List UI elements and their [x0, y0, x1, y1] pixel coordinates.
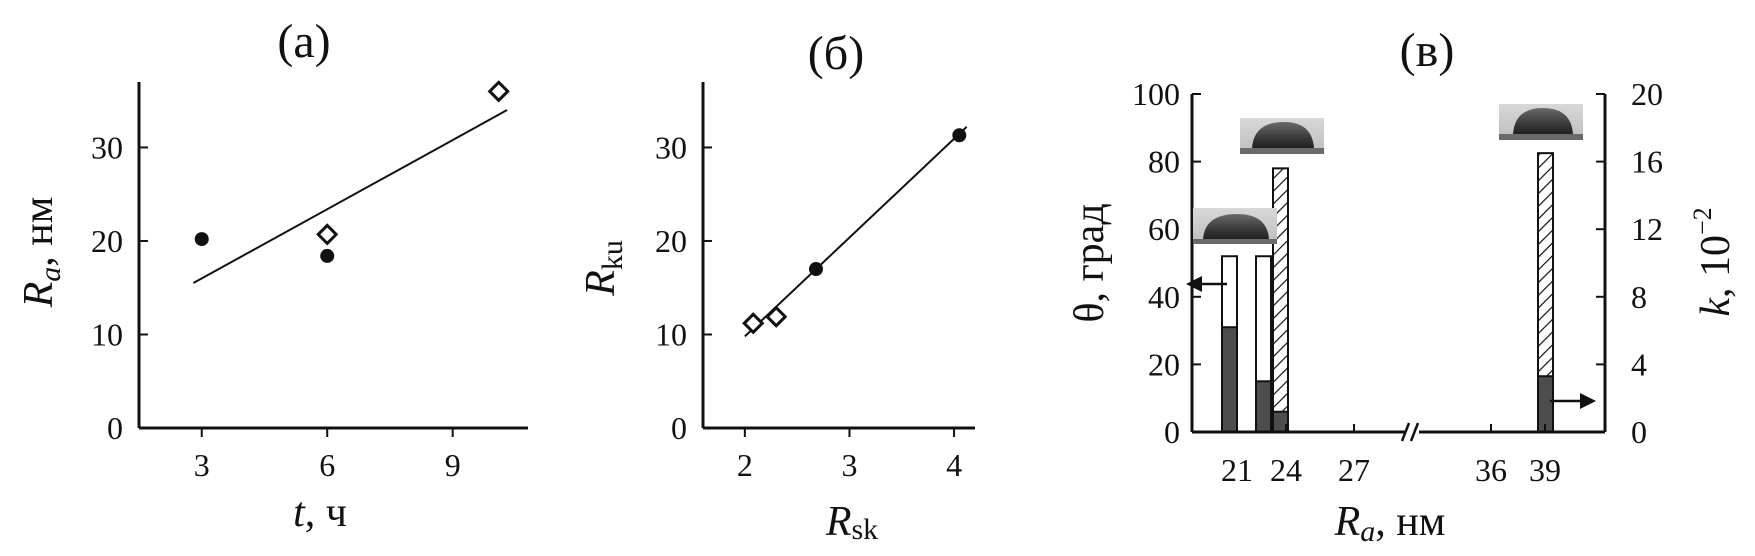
panel-c-x-axis-label: Ra, нм: [1334, 499, 1446, 548]
panel-c-right-axis-label: k, 10−2: [1688, 207, 1739, 316]
panel-c-left-tick-label: 100: [1132, 76, 1180, 112]
panel-c-right-tick-label: 0: [1631, 414, 1647, 450]
panel-b-point-circle: [808, 262, 823, 277]
axis-break-mark: [1400, 422, 1420, 442]
panel-b-x-tick-label: 4: [946, 447, 962, 483]
panel-c-x-tick-label: 36: [1475, 452, 1507, 488]
panel-b-point-diamond: [742, 312, 765, 335]
panel-b-fit-line: [744, 126, 968, 338]
panel-a-y-tick-label: 30: [91, 129, 123, 165]
panel-b-point-circle: [952, 128, 967, 143]
panel-c-right-tick-label: 12: [1631, 211, 1663, 247]
panel-c-x-tick-label: 21: [1221, 452, 1253, 488]
panel-c-left-tick-label: 40: [1148, 279, 1180, 315]
panel-c-right-tick-label: 20: [1631, 76, 1663, 112]
panel-c-x-tick-label: 24: [1270, 452, 1302, 488]
droplet-photo-3: [1499, 104, 1583, 140]
panel-c-bar-k: [1272, 167, 1289, 434]
panel-a-ticks: 3 6 9 0 10 20 30: [91, 129, 461, 483]
panel-c-x-tick-label: 39: [1529, 452, 1561, 488]
panel-c-right-tick-label: 16: [1631, 144, 1663, 180]
panel-a-x-tick-label: 9: [445, 447, 461, 483]
panel-b-x-tick-label: 3: [841, 447, 857, 483]
panel-c-right-tick-label: 4: [1631, 346, 1647, 382]
panel-b-x-tick-label: 2: [737, 447, 753, 483]
panel-b-point-diamond: [765, 305, 788, 328]
panel-c-left-tick-label: 20: [1148, 346, 1180, 382]
panel-b-y-tick-label: 30: [655, 129, 687, 165]
panel-a-point-circle: [320, 248, 335, 263]
panel-c-x-tick-label: 27: [1338, 452, 1370, 488]
panel-c-title: (в): [1400, 24, 1455, 77]
panel-c-bar-theta-inner: [1221, 326, 1238, 433]
panel-b-marks: [742, 126, 968, 338]
panel-a-y-tick-label: 0: [107, 410, 123, 446]
panel-a-y-axis-label: Ra, нм: [16, 197, 67, 309]
panel-a-point-diamond: [487, 80, 510, 103]
panel-b: (б) 2 3 4 0 10 20 30 Rsk Rku: [578, 27, 975, 546]
arrow-right-k: [1550, 393, 1596, 409]
panel-a-marks: [192, 80, 510, 284]
panel-b-y-tick-label: 20: [655, 223, 687, 259]
panel-c-left-tick-label: 80: [1148, 144, 1180, 180]
panel-b-y-tick-label: 10: [655, 316, 687, 352]
panel-c-bar-k-inner: [1537, 375, 1554, 434]
arrow-left-theta: [1186, 276, 1227, 292]
panel-c: (в) 0 20 40 60 80 100 0 4 8 12 16 20 21 24 27 36 39: [1067, 24, 1739, 548]
panel-a-x-tick-label: 3: [194, 447, 210, 483]
panel-b-x-axis-label: Rsk: [825, 499, 878, 546]
panel-a: (а) 3 6 9 0 10 20 30 t, ч Ra, нм: [16, 15, 528, 536]
panel-b-title: (б): [808, 27, 864, 80]
panel-c-right-tick-label: 8: [1631, 279, 1647, 315]
droplet-photo-2: [1240, 118, 1324, 154]
panel-a-point-diamond: [316, 223, 339, 246]
droplet-photo-1: [1193, 208, 1277, 244]
panel-c-bars: [1221, 152, 1554, 434]
panel-b-ticks: 2 3 4 0 10 20 30: [655, 129, 962, 483]
panel-c-left-axis-label: θ, град: [1067, 203, 1113, 322]
panel-c-ticks: 0 20 40 60 80 100 0 4 8 12 16 20 21 24 27 36 39: [1132, 76, 1663, 488]
panel-a-x-tick-label: 6: [319, 447, 335, 483]
panel-a-point-circle: [194, 232, 209, 247]
panel-a-y-tick-label: 20: [91, 223, 123, 259]
panel-c-left-tick-label: 60: [1148, 211, 1180, 247]
panel-c-bar-theta-inner: [1255, 380, 1272, 433]
panel-a-title: (а): [277, 15, 330, 68]
panel-b-y-axis-label: Rku: [578, 240, 629, 297]
panel-b-y-tick-label: 0: [671, 410, 687, 446]
panel-a-y-tick-label: 10: [91, 316, 123, 352]
panel-a-fit-line: [192, 109, 508, 284]
panel-a-x-axis-label: t, ч: [293, 490, 347, 536]
panel-c-left-tick-label: 0: [1164, 414, 1180, 450]
